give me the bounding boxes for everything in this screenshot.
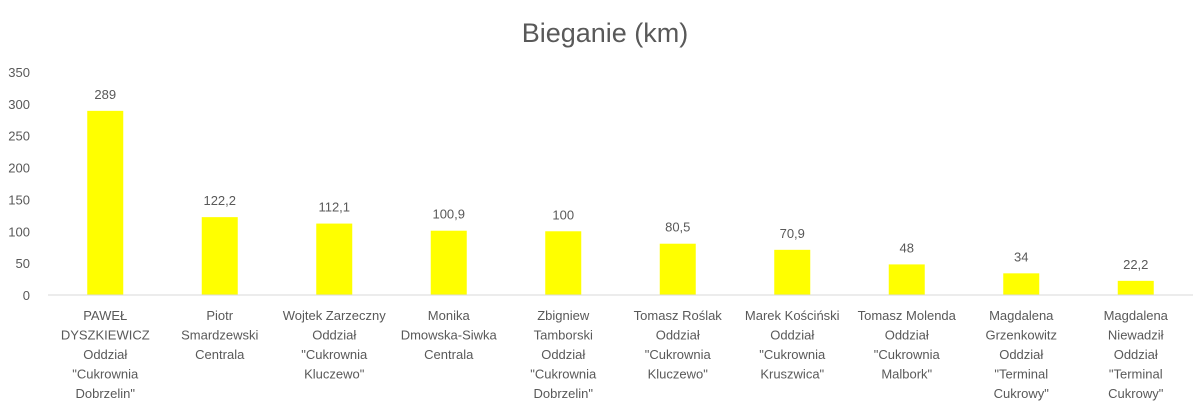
- data-label: 22,2: [1123, 257, 1148, 272]
- x-tick-label: Wojtek Zarzeczny Oddział "Cukrownia Kluczew…: [283, 308, 387, 382]
- x-tick-label-line: "Cukrownia: [72, 367, 139, 382]
- y-tick-label: 100: [8, 224, 30, 239]
- bar: [1003, 273, 1040, 295]
- x-tick-label-line: Magdalena: [1104, 308, 1169, 323]
- bar: [201, 217, 238, 295]
- y-axis: 0 50 100 150 200 250 300 350: [8, 65, 30, 303]
- x-tick-label-line: Marek Kościński: [745, 308, 840, 323]
- x-tick-label-line: Kruszwica": [760, 367, 824, 382]
- chart-title: Bieganie (km): [522, 18, 689, 48]
- x-tick-label: PAWEŁ DYSZKIEWICZ Oddział "Cukrownia Dobrzel…: [61, 308, 150, 401]
- data-label: 48: [900, 240, 914, 255]
- x-tick-label-line: "Terminal: [1109, 367, 1163, 382]
- x-tick-label: Magdalena Niewadził Oddział "Terminal Cukrow…: [1104, 308, 1169, 401]
- data-label: 112,1: [318, 200, 350, 215]
- bar: [659, 243, 696, 295]
- x-tick-label: Zbigniew Tamborski Oddział "Cukrownia Dobrze…: [530, 308, 597, 401]
- x-tick-label-line: Magdalena: [989, 308, 1054, 323]
- x-tick-label: Magdalena Grzenkowitz Oddział "Terminal Cukr…: [985, 308, 1057, 401]
- x-tick-label-line: Dobrzelin": [75, 386, 135, 401]
- x-tick-label-line: Tamborski: [534, 328, 593, 343]
- x-tick-label-line: "Cukrownia: [759, 347, 826, 362]
- x-tick-label-line: Zbigniew: [537, 308, 590, 323]
- data-label: 100,9: [432, 207, 465, 222]
- x-tick-label: Monika Dmowska-Siwka Centrala: [401, 308, 498, 362]
- bar: [545, 231, 582, 295]
- y-tick-label: 350: [8, 65, 30, 80]
- x-tick-label-line: Grzenkowitz: [985, 328, 1057, 343]
- x-tick-label-line: "Cukrownia: [645, 347, 712, 362]
- y-tick-label: 150: [8, 192, 30, 207]
- x-tick-label-line: Oddział: [541, 347, 585, 362]
- y-tick-label: 0: [23, 288, 30, 303]
- x-tick-label: Tomasz Roślak Oddział "Cukrownia Kluczewo": [634, 308, 723, 382]
- y-tick-label: 50: [16, 256, 30, 271]
- data-label: 100: [552, 207, 574, 222]
- bar: [1117, 280, 1154, 295]
- y-tick-label: 300: [8, 97, 30, 112]
- data-label: 34: [1014, 249, 1028, 264]
- bar: [316, 223, 353, 295]
- bar: [888, 264, 925, 295]
- x-tick-label-line: Centrala: [195, 347, 245, 362]
- x-tick-label-line: Oddział: [312, 328, 356, 343]
- data-label: 122,2: [203, 193, 236, 208]
- x-tick-label-line: Kluczewo": [304, 367, 365, 382]
- x-tick-label-line: Cukrowy": [1108, 386, 1164, 401]
- data-label: 70,9: [780, 226, 805, 241]
- x-tick-label-line: Oddział: [885, 328, 929, 343]
- bar: [87, 110, 124, 295]
- bar: [774, 249, 811, 295]
- x-tick-label-line: PAWEŁ: [83, 308, 127, 323]
- data-label: 80,5: [665, 220, 690, 235]
- x-tick-label-line: Malbork": [881, 367, 932, 382]
- x-tick-label-line: Smardzewski: [181, 328, 258, 343]
- x-tick-label: Tomasz Molenda Oddział "Cukrownia Malbork": [858, 308, 957, 382]
- x-tick-label-line: Oddział: [656, 328, 700, 343]
- x-tick-label-line: "Cukrownia: [301, 347, 368, 362]
- x-tick-label-line: "Cukrownia: [874, 347, 941, 362]
- x-tick-label-line: DYSZKIEWICZ: [61, 328, 150, 343]
- x-tick-label-line: Dobrzelin": [533, 386, 593, 401]
- x-tick-label-line: Oddział: [770, 328, 814, 343]
- x-tick-label-line: Monika: [428, 308, 471, 323]
- x-tick-label-line: "Cukrownia: [530, 367, 597, 382]
- x-tick-label-line: Kluczewo": [648, 367, 709, 382]
- x-axis: PAWEŁ DYSZKIEWICZ Oddział "Cukrownia Dobrzel…: [48, 294, 1193, 401]
- x-tick-label: Marek Kościński Oddział "Cukrownia Kruszwic…: [745, 308, 840, 382]
- x-tick-label-line: Wojtek Zarzeczny: [283, 308, 387, 323]
- x-tick-label-line: Oddział: [83, 347, 127, 362]
- x-tick-label-line: Cukrowy": [994, 386, 1050, 401]
- x-tick-label-line: Tomasz Roślak: [634, 308, 723, 323]
- x-tick-label-line: Tomasz Molenda: [858, 308, 957, 323]
- y-tick-label: 200: [8, 161, 30, 176]
- x-tick-label: Piotr Smardzewski Centrala: [181, 308, 258, 362]
- x-tick-label-line: Oddział: [1114, 347, 1158, 362]
- bars: [87, 110, 1154, 295]
- x-tick-label-line: Oddział: [999, 347, 1043, 362]
- x-tick-label-line: Niewadził: [1108, 328, 1164, 343]
- y-tick-label: 250: [8, 129, 30, 144]
- x-tick-label-line: Centrala: [424, 347, 474, 362]
- bar: [430, 230, 467, 295]
- x-tick-label-line: "Terminal: [994, 367, 1048, 382]
- data-label: 289: [94, 87, 116, 102]
- data-labels: 289 122,2 112,1 100,9 100 80,5 70,9 48 34 22,2: [94, 87, 1148, 272]
- x-tick-label-line: Piotr: [206, 308, 233, 323]
- x-tick-label-line: Dmowska-Siwka: [401, 328, 498, 343]
